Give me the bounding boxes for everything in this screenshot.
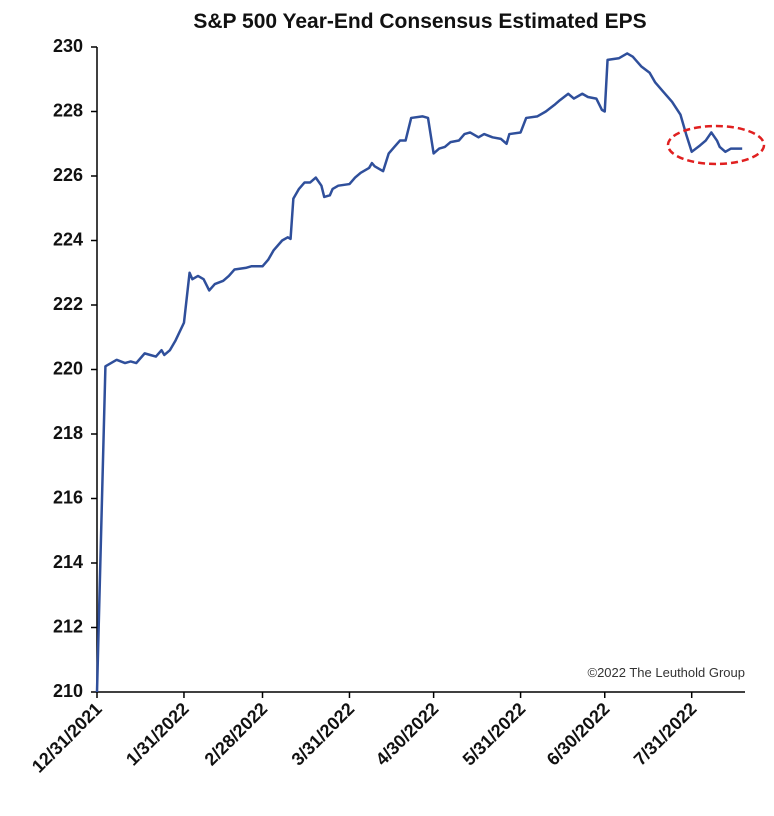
x-tick-label: 2/28/2022	[201, 699, 272, 770]
y-tick-label: 222	[53, 294, 83, 314]
x-tick-label: 12/31/2021	[28, 699, 106, 777]
y-tick-label: 212	[53, 616, 83, 636]
y-tick-label: 214	[53, 552, 83, 572]
x-tick-label: 1/31/2022	[122, 699, 193, 770]
y-tick-label: 226	[53, 165, 83, 185]
x-tick-label: 5/31/2022	[459, 699, 530, 770]
x-tick-label: 3/31/2022	[288, 699, 359, 770]
y-tick-label: 210	[53, 681, 83, 701]
x-tick-label: 7/31/2022	[630, 699, 701, 770]
y-tick-label: 230	[53, 36, 83, 56]
highlight-ellipse	[666, 124, 766, 166]
y-tick-label: 228	[53, 100, 83, 120]
y-tick-label: 224	[53, 229, 83, 249]
x-tick-label: 4/30/2022	[372, 699, 443, 770]
y-tick-label: 220	[53, 358, 83, 378]
credit: ©2022 The Leuthold Group	[587, 665, 745, 680]
data-line	[95, 52, 743, 693]
y-tick-label: 218	[53, 423, 83, 443]
y-tick-label: 216	[53, 487, 83, 507]
chart-title: S&P 500 Year-End Consensus Estimated EPS	[193, 10, 646, 33]
x-tick-label: 6/30/2022	[543, 699, 614, 770]
